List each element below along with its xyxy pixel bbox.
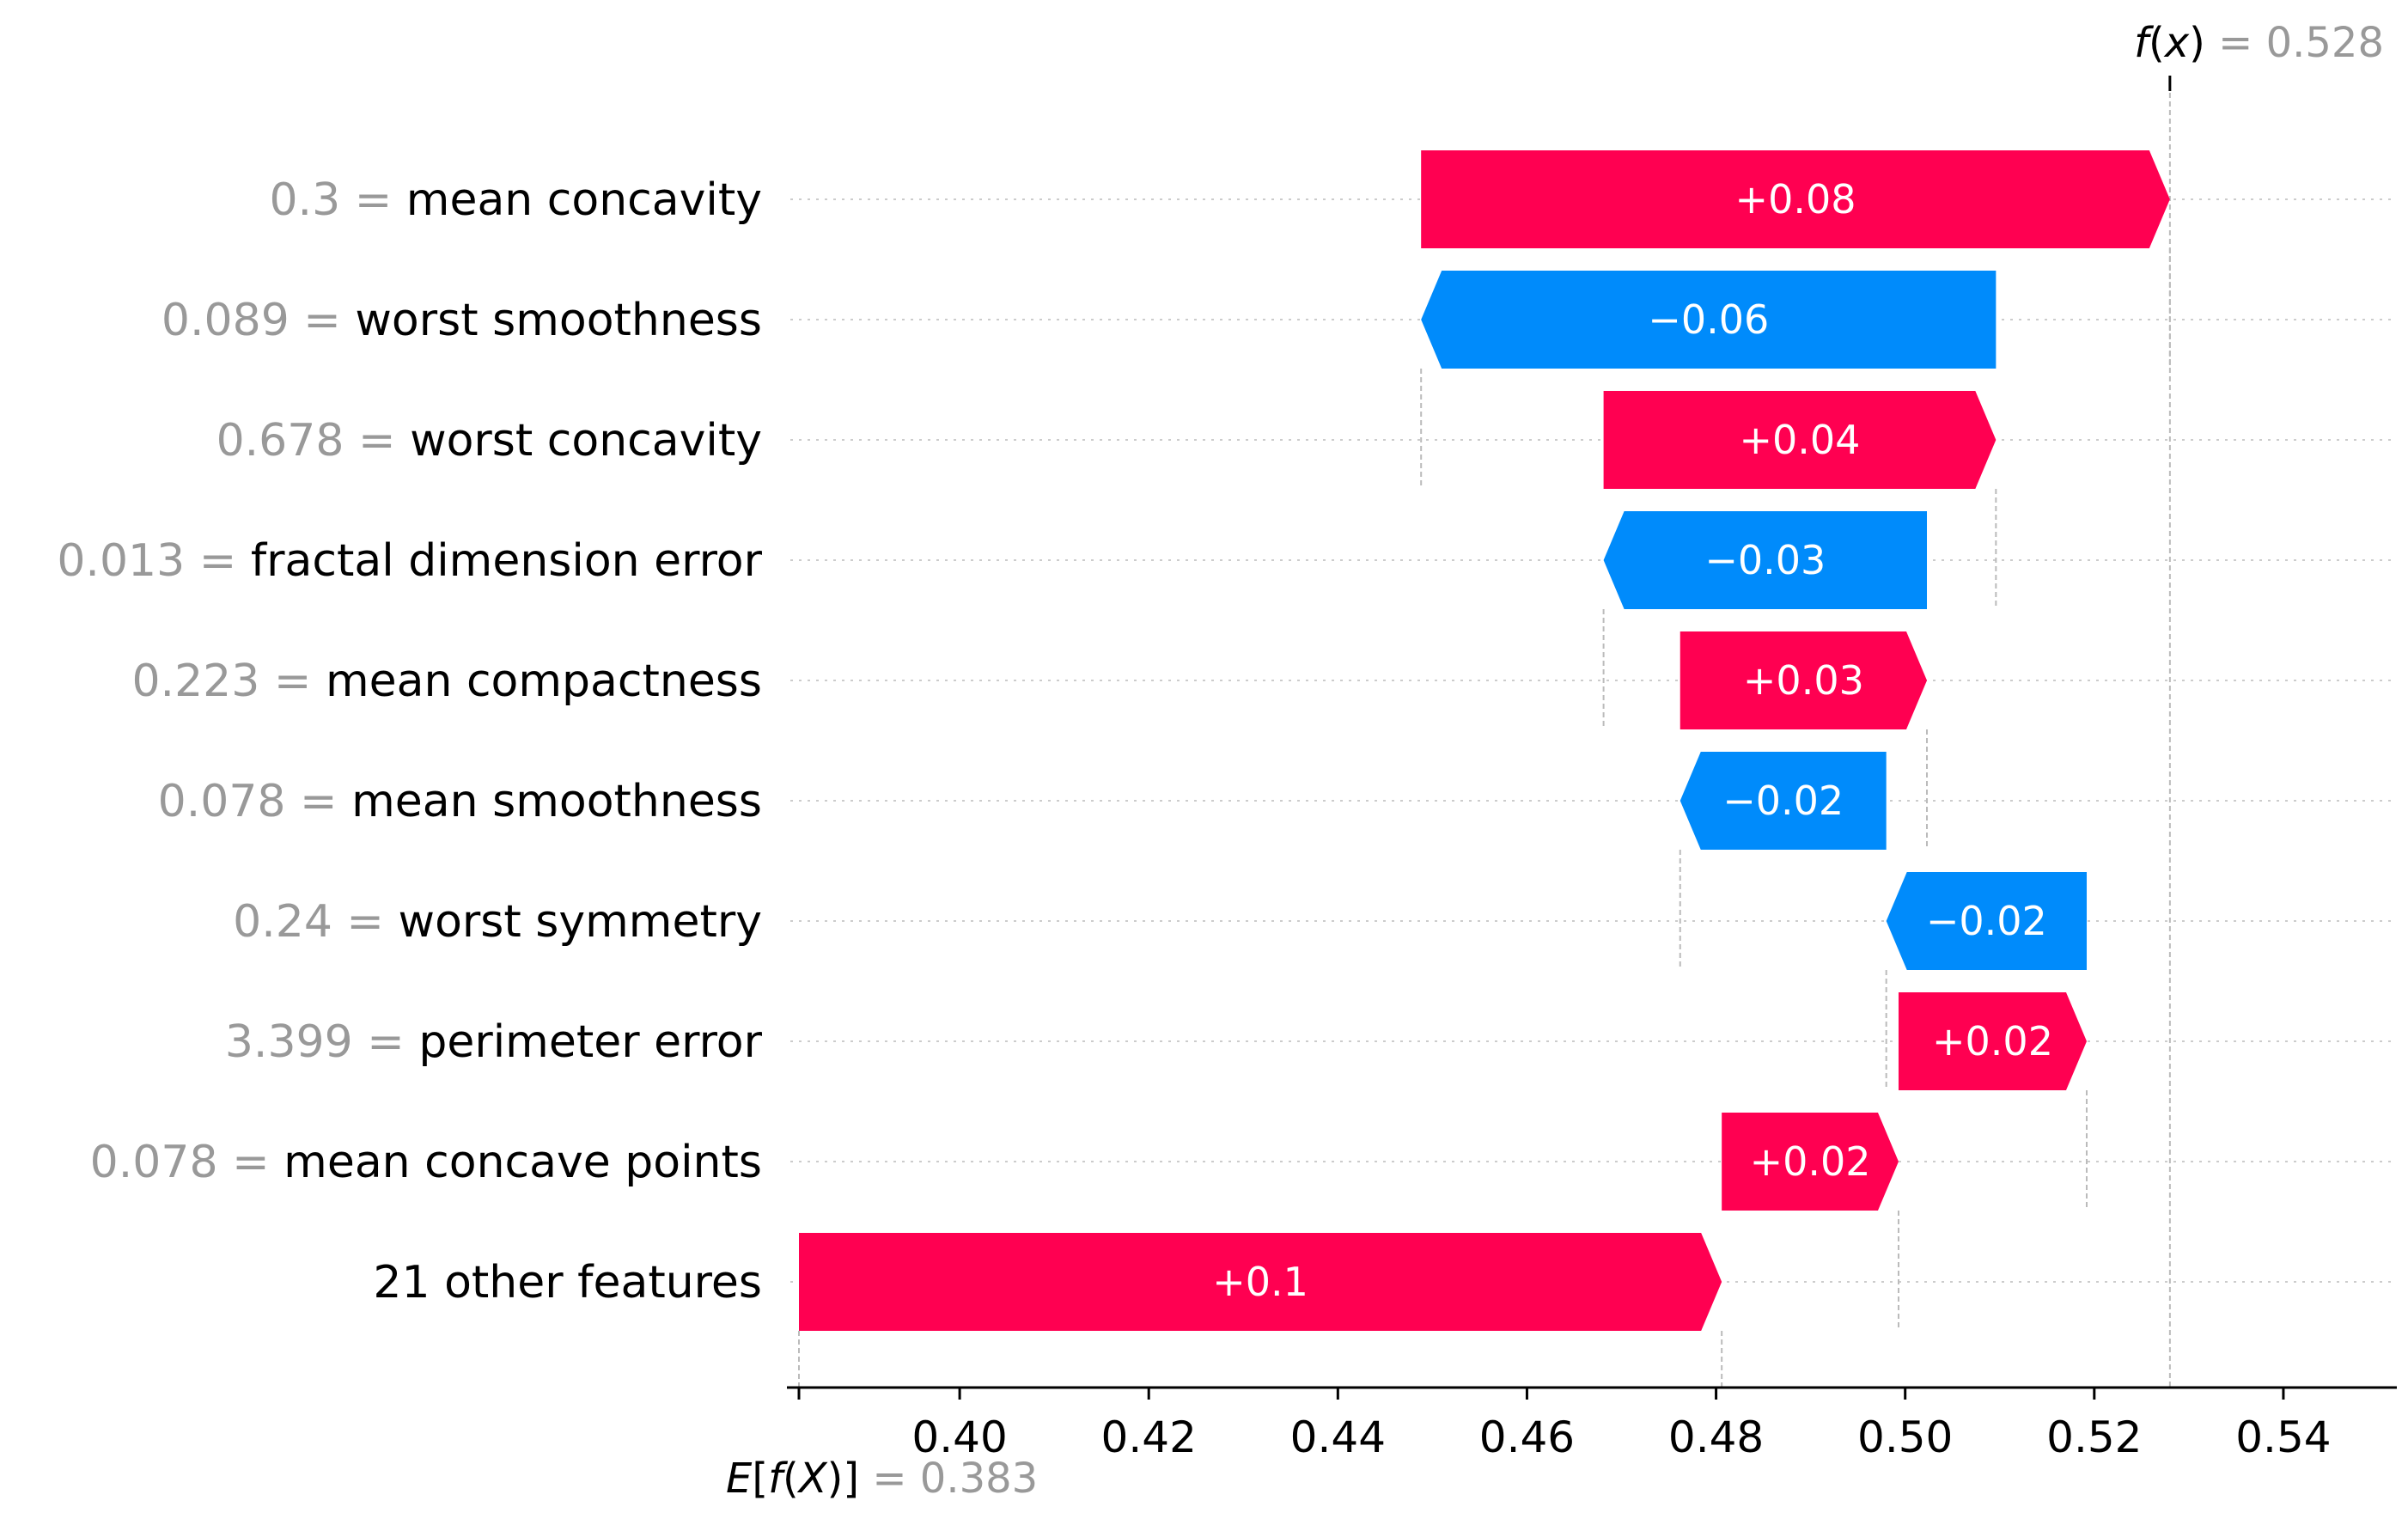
- output-close-paren: ): [2189, 19, 2205, 67]
- feature-name: worst smoothness: [355, 295, 762, 346]
- feature-name: worst symmetry: [399, 896, 762, 948]
- feature-value: 0.24 =: [233, 896, 398, 948]
- positive-bar: [1603, 391, 1997, 489]
- base-value: 0.383: [920, 1455, 1038, 1503]
- positive-bar: [1421, 150, 2170, 248]
- negative-bar: [1680, 752, 1887, 850]
- output-x-label: x: [2163, 19, 2190, 67]
- base-X-label: X: [796, 1455, 828, 1503]
- base-open-paren: (: [783, 1455, 799, 1503]
- output-value: 0.528: [2266, 19, 2384, 67]
- feature-label: 0.3 = mean concavity: [269, 174, 762, 226]
- feature-label: 0.223 = mean compactness: [131, 656, 762, 707]
- feature-name: mean compactness: [326, 656, 762, 707]
- feature-label: 21 other features: [373, 1257, 762, 1308]
- feature-label: 0.678 = worst concavity: [216, 415, 762, 467]
- bar-value-label: −0.02: [1926, 898, 2047, 944]
- feature-value: 0.089 =: [162, 295, 356, 346]
- connector-lines: [798, 248, 2171, 1388]
- base-equals: =: [859, 1455, 920, 1503]
- feature-label: 0.013 = fractal dimension error: [57, 535, 762, 587]
- x-tick-label: 0.40: [911, 1412, 1007, 1462]
- feature-label: 0.24 = worst symmetry: [233, 896, 762, 948]
- bar-value-label: +0.1: [1212, 1259, 1308, 1305]
- bar-value-label: +0.08: [1735, 176, 1856, 223]
- feature-labels: 0.3 = mean concavity 0.089 = worst smooth…: [57, 174, 762, 1308]
- x-tick-label: 0.50: [1857, 1412, 1953, 1462]
- base-close-bracket: ]: [843, 1455, 859, 1503]
- base-value-annotation: E[f(X)] = 0.383: [726, 1455, 1038, 1503]
- feature-value: 0.013 =: [57, 535, 251, 587]
- feature-name: mean concavity: [406, 174, 762, 226]
- bar-value-label: +0.02: [1750, 1138, 1871, 1185]
- feature-name: fractal dimension error: [251, 535, 763, 587]
- x-tick-label: 0.48: [1668, 1412, 1764, 1462]
- x-tick-label: 0.44: [1290, 1412, 1386, 1462]
- bar-value-label: −0.03: [1704, 537, 1826, 583]
- feature-value: 0.223 =: [131, 656, 326, 707]
- feature-label: 3.399 = perimeter error: [225, 1016, 763, 1068]
- bar-value-label: +0.04: [1739, 417, 1860, 463]
- x-tick-label: 0.42: [1101, 1412, 1197, 1462]
- output-value-annotation: f(x) = 0.528: [2134, 19, 2384, 67]
- feature-value: 0.678 =: [216, 415, 411, 467]
- x-tick-label: 0.52: [2046, 1412, 2142, 1462]
- feature-value: 3.399 =: [225, 1016, 419, 1068]
- x-tick-label: 0.46: [1479, 1412, 1575, 1462]
- feature-name: mean concave points: [283, 1137, 762, 1188]
- feature-name: mean smoothness: [351, 776, 762, 827]
- negative-bar: [1421, 271, 1997, 369]
- negative-bar: [1886, 872, 2088, 970]
- feature-label: 0.089 = worst smoothness: [162, 295, 762, 346]
- feature-label: 0.078 = mean concave points: [90, 1137, 762, 1188]
- feature-value: 0.078 =: [90, 1137, 284, 1188]
- positive-bar: [1722, 1113, 1899, 1211]
- x-axis: 0.40 0.42 0.44 0.46 0.48 0.50 0.52 0.54: [787, 76, 2397, 1462]
- feature-name: 21 other features: [373, 1257, 762, 1308]
- base-open-bracket: [: [752, 1455, 768, 1503]
- positive-bar: [1680, 631, 1928, 729]
- output-equals: =: [2205, 19, 2266, 67]
- negative-bar: [1603, 511, 1928, 609]
- base-close-paren: ): [827, 1455, 844, 1503]
- positive-bar: [799, 1233, 1722, 1331]
- bar-value-label: +0.02: [1932, 1018, 2053, 1064]
- base-E-label: E: [726, 1455, 753, 1503]
- feature-label: 0.078 = mean smoothness: [158, 776, 762, 827]
- bar-value-label: +0.03: [1743, 657, 1864, 704]
- x-tick-label: 0.54: [2235, 1412, 2331, 1462]
- bar-value-label: −0.02: [1722, 778, 1844, 824]
- feature-name: worst concavity: [410, 415, 762, 467]
- positive-bar: [1898, 992, 2088, 1090]
- output-open-paren: (: [2149, 19, 2165, 67]
- bar-value-label: −0.06: [1648, 296, 1769, 343]
- feature-value: 0.078 =: [158, 776, 352, 827]
- feature-value: 0.3 =: [269, 174, 405, 226]
- feature-name: perimeter error: [418, 1016, 762, 1068]
- bars: +0.08 −0.06 +0.04 −0.03 +0.03 −0.02 −0.02 +0.02…: [799, 150, 2170, 1331]
